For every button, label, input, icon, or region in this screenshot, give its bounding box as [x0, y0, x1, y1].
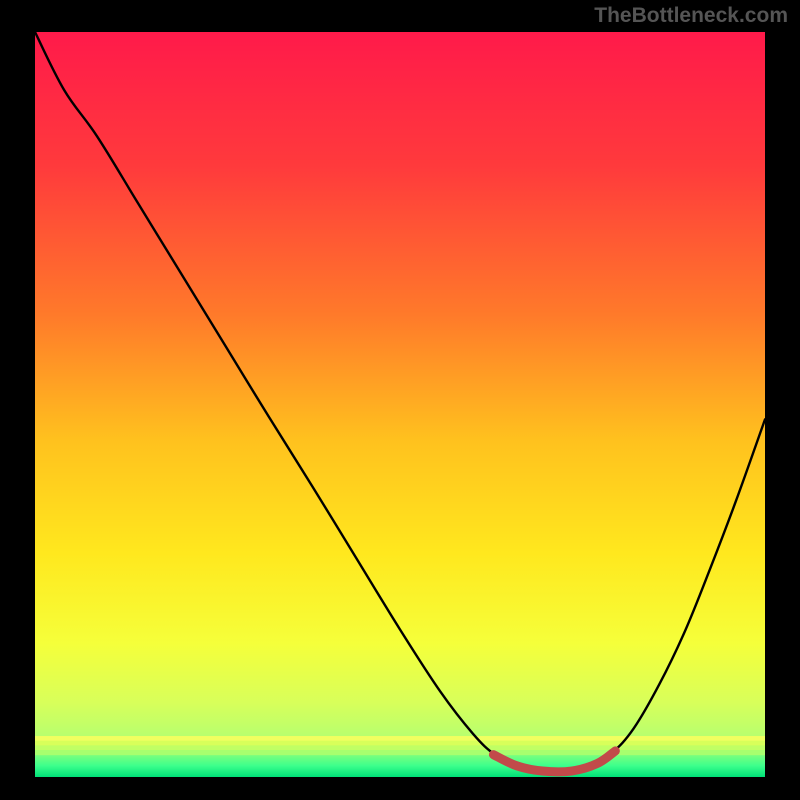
watermark-text: TheBottleneck.com: [594, 4, 788, 28]
plot-svg: [35, 32, 765, 777]
plot-area: [35, 32, 765, 777]
chart-container: TheBottleneck.com: [0, 0, 800, 800]
